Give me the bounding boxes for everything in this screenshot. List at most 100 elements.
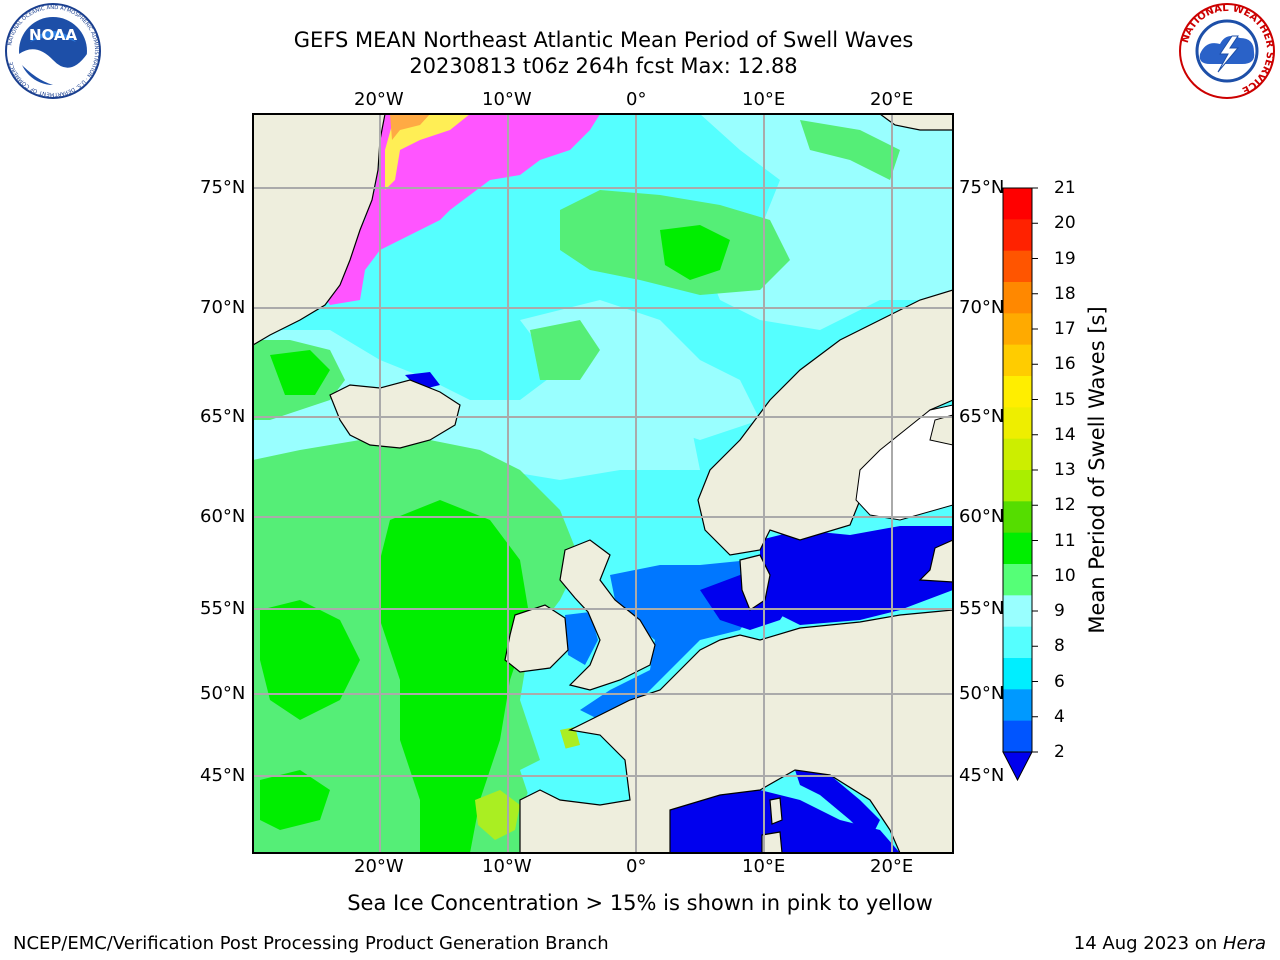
sardinia-land [761, 831, 783, 853]
colorbar-tick-label: 2 [1054, 742, 1065, 762]
lat-label-left: 70°N [200, 297, 246, 318]
corsica-land [769, 797, 783, 825]
map-field [253, 114, 953, 853]
lat-label-right: 60°N [959, 506, 1005, 527]
lon-label-top: 20°W [354, 89, 404, 110]
colorbar-segment [1003, 344, 1032, 377]
colorbar-segment [1003, 438, 1032, 471]
great-britain-land [559, 539, 656, 691]
swell-lt2-iceland [405, 372, 440, 390]
lat-label-right: 45°N [959, 765, 1005, 786]
bothnia-white [855, 404, 953, 521]
footer-branch: NCEP/EMC/Verification Post Processing Pr… [13, 933, 609, 954]
lat-label-right: 70°N [959, 297, 1005, 318]
colorbar-tick-label: 18 [1054, 283, 1076, 304]
lat-label-left: 60°N [200, 506, 246, 527]
colorbar-tick-label: 6 [1054, 671, 1065, 692]
swell-10-11-d [270, 350, 330, 395]
graticule [253, 114, 953, 853]
noaa-logo: NOAA NATIONAL OCEANIC AND ATMOSPHERIC AD… [5, 3, 101, 99]
lat-label-right: 50°N [959, 683, 1005, 704]
nws-logo: NATIONAL WEATHER SERVICE [1179, 3, 1275, 99]
colorbar-tick-label: 17 [1054, 319, 1076, 339]
footer-machine: Hera [1222, 933, 1266, 954]
colorbar-tick-label: 8 [1054, 636, 1065, 657]
colorbar-segment [1003, 501, 1032, 534]
swell-9-10-northeast [800, 120, 900, 180]
lat-label-left: 45°N [200, 765, 246, 786]
colorbar-tick-label: 20 [1054, 213, 1076, 234]
swell-10-11-e [660, 225, 730, 280]
colorbar-segment [1003, 470, 1032, 502]
colorbar-tick-label: 15 [1054, 389, 1076, 410]
lat-label-left: 75°N [200, 177, 246, 198]
chart-subtitle: 20230813 t06z 264h fcst Max: 12.88 [409, 54, 798, 78]
colorbar-tick-label: 21 [1054, 178, 1076, 198]
colorbar-title: Mean Period of Swell Waves [s] [1085, 306, 1109, 634]
colorbar-segment [1003, 188, 1032, 220]
baltic-states-land [918, 539, 953, 583]
colorbar-tick-label: 14 [1054, 424, 1076, 445]
sea-ice-yellow [385, 114, 470, 190]
lon-label-top: 10°E [742, 89, 786, 110]
colorbar-tick-label: 13 [1054, 460, 1076, 480]
sea-ice-orange [390, 114, 430, 140]
chart-title: GEFS MEAN Northeast Atlantic Mean Period… [293, 28, 914, 52]
lon-label-bottom: 10°E [742, 856, 786, 877]
colorbar-segment [1003, 626, 1032, 659]
swell-lt2-adriatic [795, 770, 880, 840]
colorbar-tick-label: 10 [1054, 565, 1076, 586]
sea-ice-note: Sea Ice Concentration > 15% is shown in … [0, 891, 1280, 915]
biscay-region [520, 740, 630, 805]
lon-label-bottom: 10°W [482, 856, 532, 877]
colorbar-segment [1003, 407, 1032, 440]
colorbar [1002, 187, 1038, 782]
sea-ice-note-text: Sea Ice Concentration > 15% is shown in … [347, 891, 933, 915]
lon-label-top: 0° [626, 89, 647, 110]
colorbar-segment [1003, 595, 1032, 628]
colorbar-tick-label: 16 [1054, 354, 1076, 375]
colorbar-tick-label: 9 [1054, 601, 1065, 621]
swell-10-11-c [260, 770, 330, 830]
colorbar-segment [1003, 532, 1032, 565]
colorbar-segment [1003, 720, 1032, 753]
colorbar-segment [1003, 250, 1032, 283]
colorbar-segment [1003, 564, 1032, 596]
noaa-logo-text: NOAA [29, 26, 78, 44]
swell-12-spot-b [560, 727, 580, 750]
lon-label-top: 10°W [482, 89, 532, 110]
colorbar-segment [1003, 658, 1032, 690]
colorbar-segment [1003, 689, 1032, 722]
continent-land [519, 609, 953, 853]
swell-lt2-baltic [760, 526, 953, 625]
colorbar-segment [1003, 282, 1032, 314]
colorbar-segment [1003, 219, 1032, 252]
lon-label-bottom: 20°E [870, 856, 914, 877]
lat-label-left: 65°N [200, 406, 246, 427]
lon-label-bottom: 0° [626, 856, 647, 877]
lon-label-top: 20°E [870, 89, 914, 110]
swell-2-4-irish-sea [565, 612, 598, 665]
finland-land [929, 414, 953, 446]
lat-label-left: 55°N [200, 598, 246, 619]
swell-10-11-a [380, 500, 530, 853]
lat-label-right: 55°N [959, 598, 1005, 619]
swell-9-10-mid [530, 320, 600, 380]
land [253, 114, 953, 853]
colorbar-extend-arrow [1002, 751, 1033, 782]
map-frame [252, 113, 954, 854]
colorbar-segment [1003, 313, 1032, 346]
swell-10-11-b [260, 600, 360, 720]
colorbar-tick-label: 12 [1054, 495, 1076, 516]
colorbar-tick-label: 11 [1054, 530, 1076, 551]
lon-label-bottom: 20°W [354, 856, 404, 877]
colorbar-segment [1003, 376, 1032, 408]
lat-label-right: 65°N [959, 406, 1005, 427]
colorbar-tick-label: 19 [1054, 248, 1076, 269]
lat-label-left: 50°N [200, 683, 246, 704]
swell-lt2-mediterranean [670, 790, 900, 853]
footer-date-text: 14 Aug 2023 on [1073, 933, 1223, 954]
colorbar-tick-label: 4 [1054, 706, 1065, 727]
lat-label-right: 75°N [959, 177, 1005, 198]
